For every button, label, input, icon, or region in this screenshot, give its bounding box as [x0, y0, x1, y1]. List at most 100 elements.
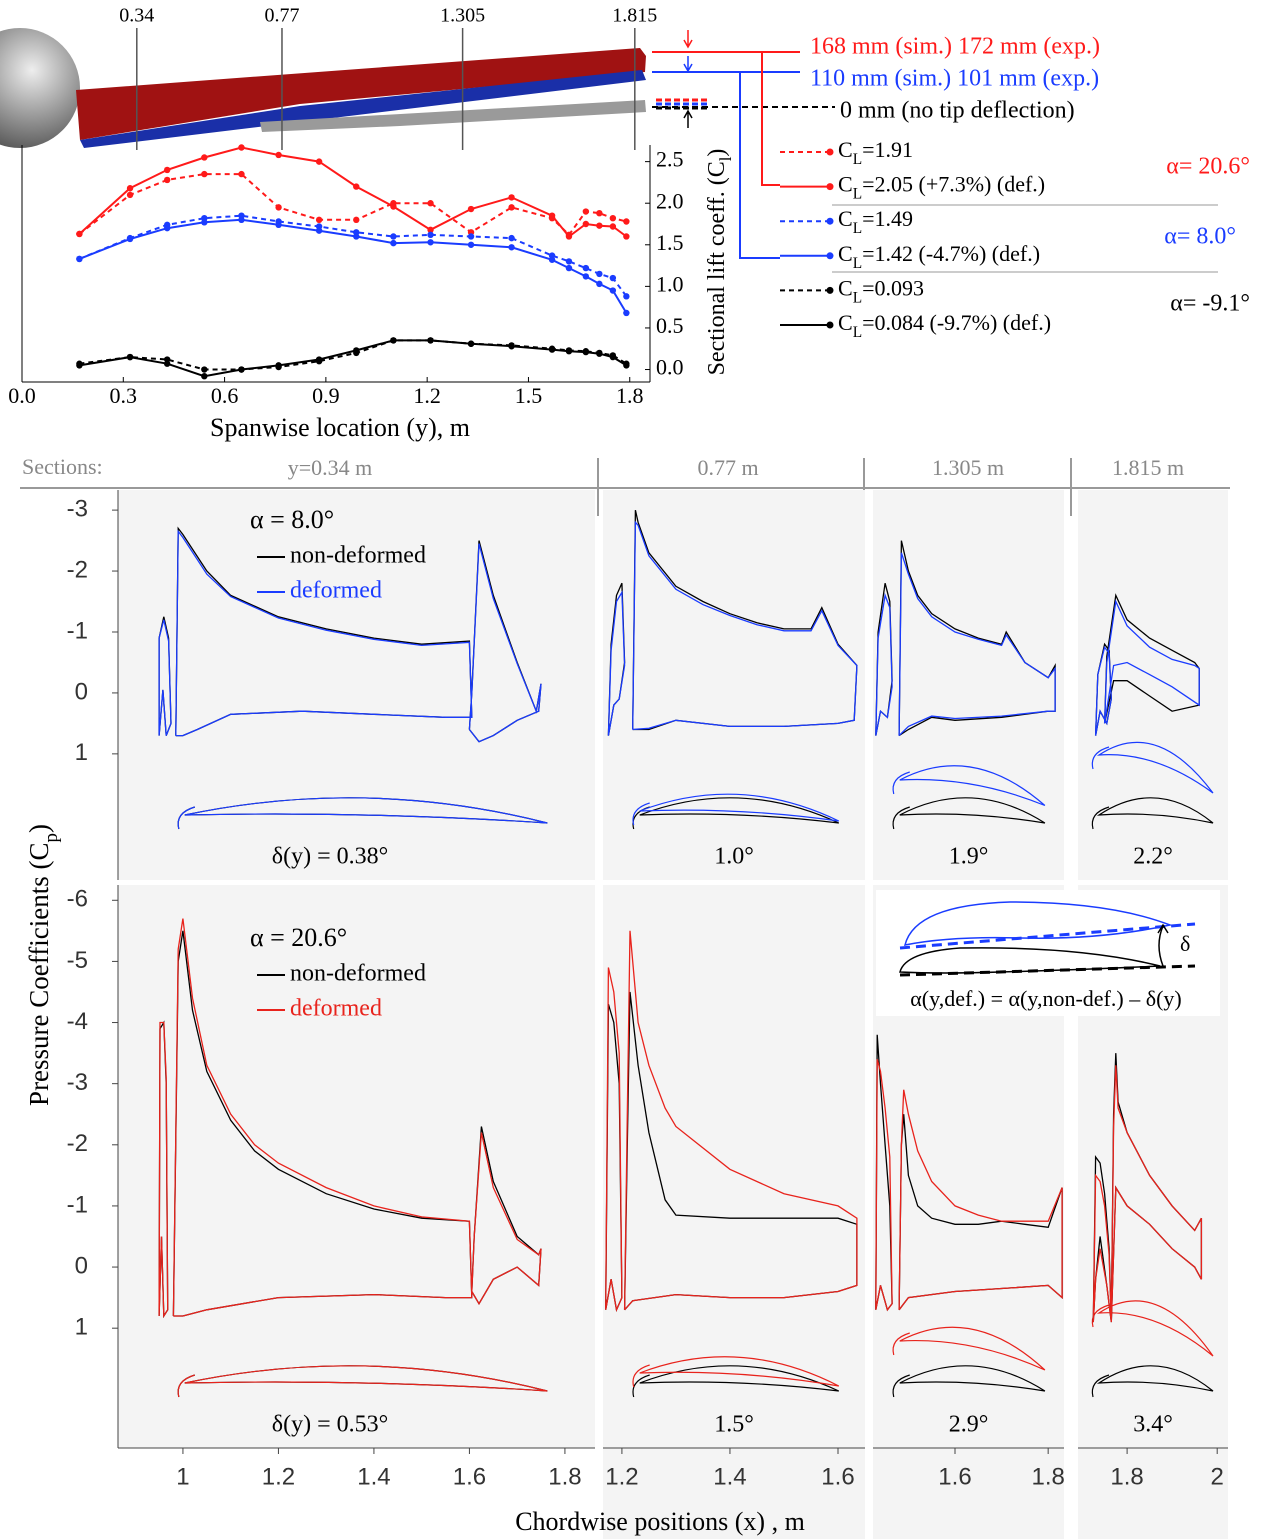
point [609, 214, 617, 222]
legend-dot [826, 183, 834, 191]
x-tick-label: 0.9 [312, 383, 340, 408]
curve [875, 1059, 1063, 1312]
point [315, 158, 323, 165]
legend-label-part: =1.42 (-4.7%) (def.) [862, 241, 1040, 266]
point [548, 212, 556, 219]
cp-y-axis-label-part: ) [24, 824, 54, 833]
section-label: 0.77 m [697, 455, 758, 480]
y-axis-label-part: ) [704, 149, 730, 157]
point [163, 360, 171, 367]
point [582, 220, 590, 228]
y-axis-label-part: Sectional lift coeff. (C [704, 161, 730, 375]
inset-equation: α(y,def.) = α(y,non-def.) – δ(y) [910, 986, 1181, 1011]
point [238, 216, 245, 224]
inset-delta: δ [1180, 931, 1190, 956]
y-tick-label: 2.5 [656, 147, 684, 172]
point [609, 353, 617, 361]
legend-dot [826, 286, 834, 294]
slat [177, 806, 195, 830]
airfoil [1096, 741, 1214, 794]
point [508, 234, 515, 242]
legend-label-part: L [853, 151, 862, 168]
section-twist: 1.9° [949, 844, 989, 870]
legend-title: α = 20.6° [250, 923, 347, 952]
wing-deformed-high [76, 48, 646, 140]
legend-label-part: =0.084 (-9.7%) (def.) [862, 310, 1051, 335]
legend-label: CL=0.084 (-9.7%) (def.) [838, 310, 1051, 341]
y-tick-label: -3 [67, 495, 88, 522]
slat [892, 1374, 910, 1398]
inset-chord [899, 964, 1196, 977]
wing-deformed-low [80, 70, 646, 148]
x-tick-label: 1.2 [413, 383, 441, 408]
section-value: 1.815 [612, 5, 657, 27]
sections-title: Sections: [22, 454, 103, 479]
legend-label-part: C [838, 137, 853, 162]
airfoil [899, 765, 1046, 807]
legend-label-part: L [853, 289, 862, 306]
panel-background [603, 885, 865, 1539]
point [126, 191, 134, 199]
y-tick-label: 0.5 [656, 313, 684, 338]
x-tick-label: 1.8 [616, 383, 644, 408]
y-tick-label: 2.0 [656, 188, 684, 213]
y-tick-label: 0 [75, 678, 88, 705]
inset-box [876, 890, 1220, 1016]
point [353, 233, 360, 240]
point [163, 176, 171, 184]
inset-airfoil-deformed [903, 901, 1173, 946]
point [623, 218, 630, 225]
legend-label-part: L [853, 186, 862, 203]
fuselage [0, 28, 80, 148]
point [467, 241, 475, 248]
section-twist: δ(y) = 0.38° [272, 844, 388, 870]
point [126, 353, 134, 361]
airfoil [184, 797, 548, 824]
point [548, 346, 556, 353]
inset: δ α(y,def.) = α(y,non-def.) – δ(y) [876, 890, 1220, 1016]
legend-label-part: C [838, 206, 853, 231]
legend-label: deformed [290, 996, 382, 1022]
x-tick-label: 1 [176, 1463, 189, 1490]
section-value: 1.305 [440, 5, 485, 27]
legend-dot [826, 321, 834, 329]
x-tick-label: 0.6 [211, 383, 239, 408]
point [508, 194, 515, 201]
legend-dot [826, 217, 834, 225]
legend-label: CL=1.42 (-4.7%) (def.) [838, 241, 1040, 272]
deflection-label: 110 mm (sim.) 101 mm (exp.) [810, 66, 1099, 92]
point [238, 366, 245, 373]
section-label: 1.815 m [1112, 455, 1184, 480]
group-label: α= 20.6° [1166, 154, 1250, 180]
legend-label: non-deformed [290, 543, 426, 569]
deflection-label: 0 mm (no tip deflection) [840, 98, 1075, 124]
airfoil [184, 1365, 548, 1392]
slat [1091, 746, 1110, 770]
curve [79, 218, 628, 314]
slat [632, 802, 650, 826]
y-axis-label: Sectional lift coeff. (Cl) [704, 149, 736, 376]
section-value: 0.77 [264, 5, 299, 27]
airfoil [639, 793, 840, 822]
wing-undeformed [260, 100, 646, 132]
connector [739, 72, 780, 259]
x-tick-label: 0.0 [8, 383, 36, 408]
slat [892, 806, 910, 830]
x-tick-label: 1.6 [453, 1463, 486, 1490]
section-twist: 1.0° [714, 844, 754, 870]
y-tick-label: -1 [67, 1191, 88, 1218]
point [508, 244, 515, 251]
legend-label-part: C [838, 310, 853, 335]
section-twist: 2.9° [949, 1412, 989, 1438]
point [623, 362, 630, 369]
airfoil [899, 797, 1046, 824]
slat [177, 1374, 195, 1398]
airfoil [639, 1356, 840, 1387]
y-axis-label-part: l [716, 156, 735, 161]
slat [632, 1364, 650, 1388]
point [76, 255, 83, 263]
point [238, 170, 245, 178]
curve [875, 552, 1056, 737]
point [390, 233, 397, 240]
